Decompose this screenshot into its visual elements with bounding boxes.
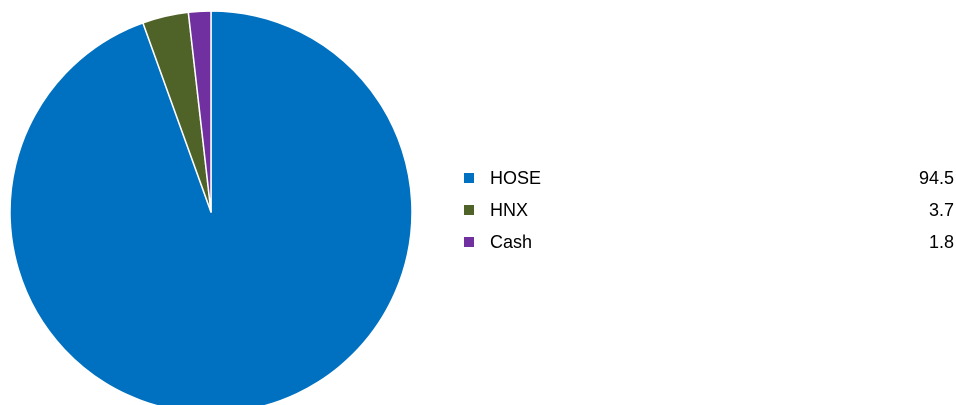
legend: HOSE 94.5 HNX 3.7 Cash 1.8 bbox=[464, 164, 954, 260]
legend-label-hnx: HNX bbox=[490, 200, 529, 220]
legend-swatch-hose bbox=[464, 173, 474, 183]
pie-slice-cash bbox=[187, 10, 212, 213]
pie-chart bbox=[9, 10, 413, 405]
legend-swatch-hnx bbox=[464, 205, 474, 215]
legend-swatch-cash bbox=[464, 237, 474, 247]
legend-value-hose: 94.5 bbox=[918, 168, 954, 188]
legend-item-hose: HOSE 94.5 bbox=[464, 164, 954, 196]
legend-item-cash: Cash 1.8 bbox=[464, 228, 954, 260]
legend-value-cash: 1.8 bbox=[928, 232, 954, 252]
pie-slice-hose bbox=[9, 10, 413, 405]
legend-item-hnx: HNX 3.7 bbox=[464, 196, 954, 228]
legend-value-hnx: 3.7 bbox=[928, 200, 954, 220]
legend-label-hose: HOSE bbox=[490, 168, 542, 188]
legend-label-cash: Cash bbox=[490, 232, 533, 252]
